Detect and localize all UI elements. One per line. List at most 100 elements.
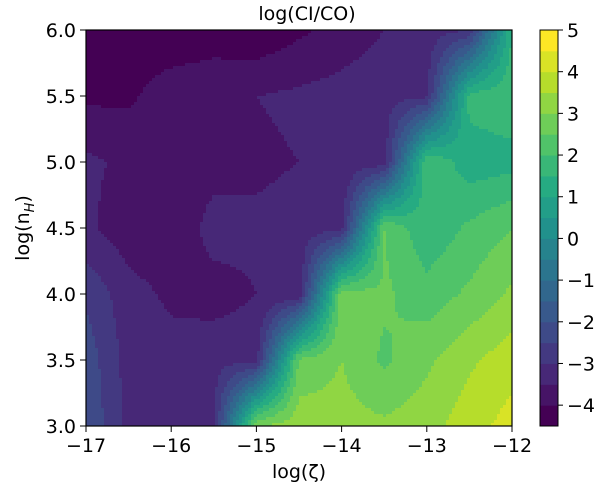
contour-cell (158, 42, 162, 46)
contour-cell (176, 42, 180, 46)
contour-cell (179, 63, 183, 67)
contour-cell (158, 120, 162, 124)
contour-cell (281, 75, 285, 79)
contour-cell (155, 57, 159, 61)
contour-cell (113, 123, 117, 127)
contour-cell (113, 108, 117, 112)
contour-cell (437, 51, 441, 55)
contour-cell (455, 66, 459, 70)
contour-cell (437, 84, 441, 88)
contour-cell (164, 99, 168, 103)
contour-cell (458, 78, 462, 82)
contour-cell (431, 45, 435, 49)
contour-cell (116, 33, 120, 37)
contour-cell (146, 72, 150, 76)
contour-cell (293, 120, 297, 124)
contour-cell (302, 30, 306, 34)
contour-cell (155, 120, 159, 124)
contour-cell (434, 72, 438, 76)
contour-cell (209, 129, 213, 133)
contour-cell (299, 36, 303, 40)
contour-cell (377, 93, 381, 97)
contour-cell (470, 108, 474, 112)
contour-cell (503, 81, 507, 85)
contour-cell (371, 123, 375, 127)
contour-cell (122, 111, 126, 115)
contour-cell (467, 87, 471, 91)
contour-cell (251, 126, 255, 130)
contour-cell (347, 90, 351, 94)
contour-cell (215, 105, 219, 109)
contour-cell (398, 111, 402, 115)
contour-cell (323, 51, 327, 55)
contour-cell (419, 72, 423, 76)
contour-cell (479, 117, 483, 121)
contour-cell (221, 30, 225, 34)
contour-cell (164, 78, 168, 82)
contour-cell (368, 51, 372, 55)
contour-cell (338, 66, 342, 70)
contour-cell (353, 123, 357, 127)
contour-cell (422, 78, 426, 82)
contour-cell (311, 51, 315, 55)
contour-cell (491, 120, 495, 124)
contour-cell (488, 72, 492, 76)
contour-cell (212, 105, 216, 109)
contour-cell (173, 123, 177, 127)
contour-cell (221, 93, 225, 97)
contour-cell (344, 66, 348, 70)
contour-cell (485, 66, 489, 70)
contour-cell (428, 78, 432, 82)
contour-cell (503, 30, 507, 34)
contour-cell (395, 117, 399, 121)
contour-cell (446, 81, 450, 85)
contour-cell (86, 33, 90, 37)
contour-cell (488, 90, 492, 94)
contour-cell (131, 60, 135, 64)
contour-cell (464, 129, 468, 133)
contour-cell (134, 99, 138, 103)
contour-cell (374, 81, 378, 85)
contour-cell (185, 99, 189, 103)
contour-cell (218, 57, 222, 61)
contour-cell (353, 48, 357, 52)
contour-cell (161, 93, 165, 97)
contour-cell (467, 108, 471, 112)
contour-cell (509, 78, 513, 82)
contour-cell (497, 105, 501, 109)
contour-cell (113, 78, 117, 82)
contour-cell (407, 39, 411, 43)
contour-cell (377, 69, 381, 73)
contour-cell (194, 66, 198, 70)
contour-cell (497, 63, 501, 67)
contour-cell (113, 114, 117, 118)
contour-cell (185, 75, 189, 79)
contour-cell (272, 117, 276, 121)
contour-cell (107, 51, 111, 55)
contour-cell (146, 81, 150, 85)
contour-cell (488, 78, 492, 82)
contour-cell (260, 111, 264, 115)
contour-cell (467, 33, 471, 37)
contour-cell (137, 120, 141, 124)
contour-cell (485, 48, 489, 52)
contour-cell (344, 114, 348, 118)
contour-cell (116, 135, 120, 139)
contour-cell (299, 120, 303, 124)
contour-cell (425, 39, 429, 43)
contour-cell (374, 99, 378, 103)
contour-cell (272, 66, 276, 70)
contour-cell (200, 75, 204, 79)
contour-cell (314, 75, 318, 79)
contour-cell (428, 105, 432, 109)
contour-cell (233, 120, 237, 124)
contour-cell (374, 87, 378, 91)
contour-cell (338, 111, 342, 115)
contour-cell (335, 69, 339, 73)
contour-cell (314, 132, 318, 136)
contour-cell (302, 120, 306, 124)
contour-cell (449, 69, 453, 73)
contour-cell (119, 66, 123, 70)
contour-cell (215, 126, 219, 130)
contour-cell (332, 54, 336, 58)
